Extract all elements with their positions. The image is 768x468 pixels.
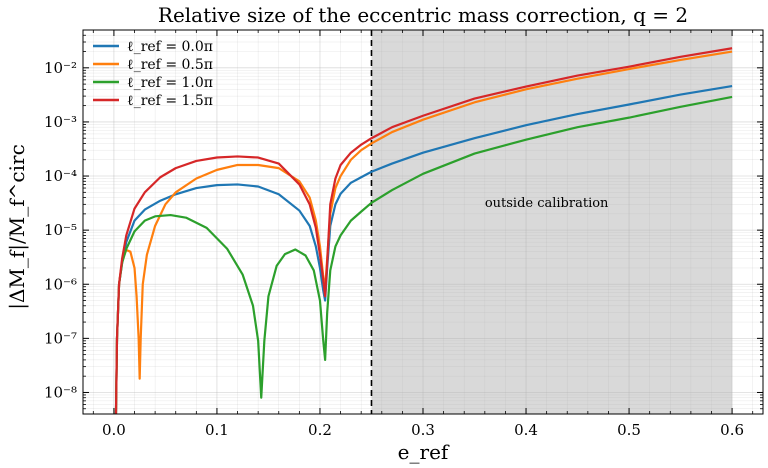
x-tick-label: 0.6 bbox=[720, 421, 744, 439]
outside-calibration-label: outside calibration bbox=[485, 196, 609, 211]
legend-label-1: ℓ_ref = 0.0π bbox=[127, 39, 213, 55]
legend: ℓ_ref = 0.0π ℓ_ref = 0.5π ℓ_ref = 1.0π ℓ_re… bbox=[93, 39, 213, 109]
x-tick-label: 0.2 bbox=[308, 421, 332, 439]
series-line-3 bbox=[114, 95, 733, 415]
legend-label-4: ℓ_ref = 1.5π bbox=[127, 93, 213, 109]
y-tick-label: 10⁻² bbox=[44, 59, 77, 77]
y-tick-label: 10⁻⁵ bbox=[44, 221, 77, 239]
x-tick-label: 0.4 bbox=[514, 421, 538, 439]
legend-label-3: ℓ_ref = 1.0π bbox=[127, 75, 213, 91]
series-line-1 bbox=[114, 84, 733, 415]
legend-label-2: ℓ_ref = 0.5π bbox=[127, 57, 213, 73]
x-tick-label: 0.1 bbox=[205, 421, 229, 439]
y-axis-title: |ΔM_f|/M_f^circ bbox=[5, 144, 30, 310]
y-tick-label: 10⁻⁷ bbox=[44, 329, 77, 347]
chart-title: Relative size of the eccentric mass corr… bbox=[158, 3, 688, 27]
x-tick-label: 0.5 bbox=[617, 421, 641, 439]
y-tick-label: 10⁻⁸ bbox=[44, 383, 77, 401]
x-tick-label: 0.3 bbox=[411, 421, 435, 439]
x-tick-label: 0.0 bbox=[102, 421, 126, 439]
series-line-4 bbox=[114, 47, 733, 415]
y-tick-label: 10⁻⁴ bbox=[44, 167, 77, 185]
y-tick-label: 10⁻³ bbox=[44, 113, 77, 131]
x-axis-title: e_ref bbox=[398, 440, 450, 464]
calibration-shaded-region bbox=[371, 30, 733, 414]
y-tick-label: 10⁻⁶ bbox=[44, 275, 77, 293]
